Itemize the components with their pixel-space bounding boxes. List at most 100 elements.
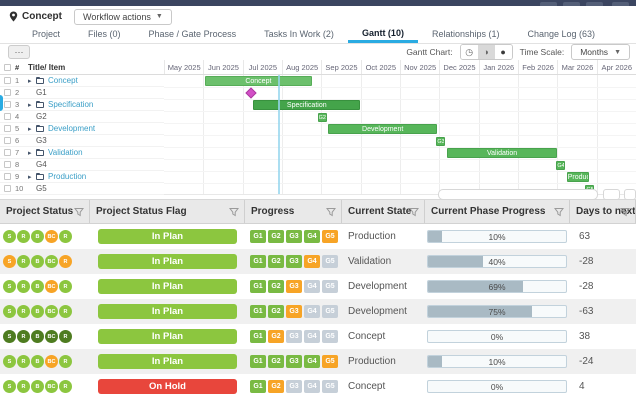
gate-chip-g3: G3: [286, 330, 302, 343]
row-number: 2: [15, 88, 20, 97]
grid-vline: [321, 75, 323, 194]
table-row[interactable]: S R B BC R In Plan G1 G2 G3 G4 G5 Production 10% -24: [0, 349, 636, 374]
row-checkbox[interactable]: [4, 77, 11, 84]
column-header-progress[interactable]: Progress: [245, 200, 342, 223]
status-circle-r: R: [17, 355, 30, 368]
gantt-gate-g3[interactable]: G3: [436, 136, 446, 146]
status-circle-r: R: [59, 280, 72, 293]
number-column-header: #: [15, 62, 20, 72]
gantt-scroll-button[interactable]: [603, 189, 620, 200]
workflow-actions-button[interactable]: Workflow actions ▼: [74, 8, 172, 25]
tab-change-log-63[interactable]: Change Log (63): [527, 29, 596, 39]
gantt-gate-g4[interactable]: G4: [556, 160, 566, 170]
gantt-row-production[interactable]: 9 ▸ Production: [0, 171, 164, 183]
tab-tasks-in-work-2[interactable]: Tasks In Work (2): [264, 29, 334, 39]
filter-icon[interactable]: [74, 207, 84, 217]
gantt-bar-specification[interactable]: Specification: [253, 100, 361, 110]
tab-project[interactable]: Project: [32, 29, 61, 39]
phase-progress-bar: 0%: [427, 330, 567, 343]
view-clock-icon[interactable]: ◷: [460, 45, 478, 59]
column-header-current-state[interactable]: Current State: [342, 200, 425, 223]
table-header: Project Status Project Status Flag Progres…: [0, 199, 636, 224]
filter-icon[interactable]: [620, 207, 630, 217]
filter-icon[interactable]: [409, 207, 419, 217]
phase-progress-label: 40%: [488, 256, 506, 267]
gantt-bar-concept[interactable]: Concept: [204, 76, 313, 86]
phase-title: Development: [48, 124, 96, 133]
column-header-days-to-next[interactable]: Days to next …: [570, 200, 636, 223]
phase-progress-bar: 69%: [427, 280, 567, 293]
gantt-row-g2[interactable]: 4 G2: [0, 111, 164, 123]
gantt-scroll-button[interactable]: [624, 189, 636, 200]
gantt-row-validation[interactable]: 7 ▸ Validation: [0, 147, 164, 159]
column-header-current-phase-progress[interactable]: Current Phase Progress: [425, 200, 570, 223]
time-scale-select[interactable]: Months ▼: [571, 44, 630, 60]
row-checkbox[interactable]: [4, 101, 11, 108]
filter-icon[interactable]: [554, 207, 564, 217]
grid-hline: [164, 183, 636, 184]
filter-icon[interactable]: [326, 207, 336, 217]
tab-files-0[interactable]: Files (0): [88, 29, 121, 39]
milestone-diamond-g1[interactable]: [244, 87, 257, 99]
phase-title: Specification: [48, 100, 94, 109]
row-checkbox[interactable]: [4, 149, 11, 156]
gantt-bar-production[interactable]: Production: [566, 172, 589, 182]
row-checkbox[interactable]: [4, 89, 11, 96]
gantt-row-development[interactable]: 5 ▸ Development: [0, 123, 164, 135]
expand-arrow-icon[interactable]: ▸: [28, 77, 32, 85]
gantt-row-g5[interactable]: 10 G5: [0, 183, 164, 195]
row-checkbox[interactable]: [4, 125, 11, 132]
tab-gantt-10[interactable]: Gantt (10): [347, 25, 418, 43]
phase-progress-fill: [428, 231, 442, 242]
gantt-row-specification[interactable]: 3 ▸ Specification: [0, 99, 164, 111]
days-to-next-cell: -63: [570, 299, 636, 324]
table-row[interactable]: S R B BC R In Plan G1 G2 G3 G4 G5 Production 10% 63: [0, 224, 636, 249]
table-row[interactable]: S R B BC R In Plan G1 G2 G3 G4 G5 Validation 40% -28: [0, 249, 636, 274]
gantt-row-g3[interactable]: 6 G3: [0, 135, 164, 147]
select-all-checkbox[interactable]: [4, 63, 11, 71]
phase-title: Concept: [48, 76, 78, 85]
gantt-horizontal-scrollbar[interactable]: [438, 189, 598, 200]
table-row[interactable]: S R B BC R On Hold G1 G2 G3 G4 G5 Concept 0% 4: [0, 374, 636, 399]
status-circle-r: R: [17, 380, 30, 393]
window-tab-shape: [563, 2, 580, 6]
tab-phase-gate-process[interactable]: Phase / Gate Process: [148, 29, 237, 39]
gantt-row-g4[interactable]: 8 G4: [0, 159, 164, 171]
expand-arrow-icon[interactable]: ▸: [28, 149, 32, 157]
month-label: Nov 2025: [399, 60, 439, 74]
view-filled-circle-icon[interactable]: ●: [494, 45, 512, 59]
expand-arrow-icon[interactable]: ▸: [28, 173, 32, 181]
gantt-row-g1[interactable]: 2 G1: [0, 87, 164, 99]
row-checkbox[interactable]: [4, 161, 11, 168]
gate-chip-g4: G4: [304, 255, 320, 268]
filter-icon[interactable]: [229, 207, 239, 217]
gantt-row-concept[interactable]: 1 ▸ Concept: [0, 75, 164, 87]
status-circle-s: S: [3, 255, 16, 268]
table-row[interactable]: S R B BC R In Plan G1 G2 G3 G4 G5 Concept 0% 38: [0, 324, 636, 349]
current-state-value: Concept: [348, 381, 386, 392]
row-checkbox[interactable]: [4, 185, 11, 192]
gantt-gate-g2[interactable]: G2: [317, 112, 327, 122]
gate-chip-g1: G1: [250, 355, 266, 368]
gate-chip-g3: G3: [286, 255, 302, 268]
expand-arrow-icon[interactable]: ▸: [28, 125, 32, 133]
table-row[interactable]: S R B BC R In Plan G1 G2 G3 G4 G5 Development 75% -63: [0, 299, 636, 324]
gantt-bar-development[interactable]: Development: [328, 124, 437, 134]
row-checkbox[interactable]: [4, 137, 11, 144]
gate-chip-g1: G1: [250, 255, 266, 268]
gantt-bar-validation[interactable]: Validation: [447, 148, 557, 158]
time-scale-value: Months: [580, 47, 609, 57]
view-half-circle-icon[interactable]: ◑: [477, 45, 495, 59]
column-header-project-status[interactable]: Project Status: [0, 200, 90, 223]
gantt-controls: Gantt Chart: ◷ ◑ ● Time Scale: Months ▼: [406, 44, 636, 60]
row-checkbox[interactable]: [4, 173, 11, 180]
phase-title: Production: [48, 172, 87, 181]
table-row[interactable]: S R B BC R In Plan G1 G2 G3 G4 G5 Development 69% -28: [0, 274, 636, 299]
more-options-button[interactable]: ⋯: [8, 45, 30, 59]
folder-icon: [36, 76, 44, 84]
expand-arrow-icon[interactable]: ▸: [28, 101, 32, 109]
tab-relationships-1[interactable]: Relationships (1): [431, 29, 500, 39]
row-checkbox[interactable]: [4, 113, 11, 120]
column-header-project-status-flag[interactable]: Project Status Flag: [90, 200, 245, 223]
status-circle-bc: BC: [45, 330, 58, 343]
